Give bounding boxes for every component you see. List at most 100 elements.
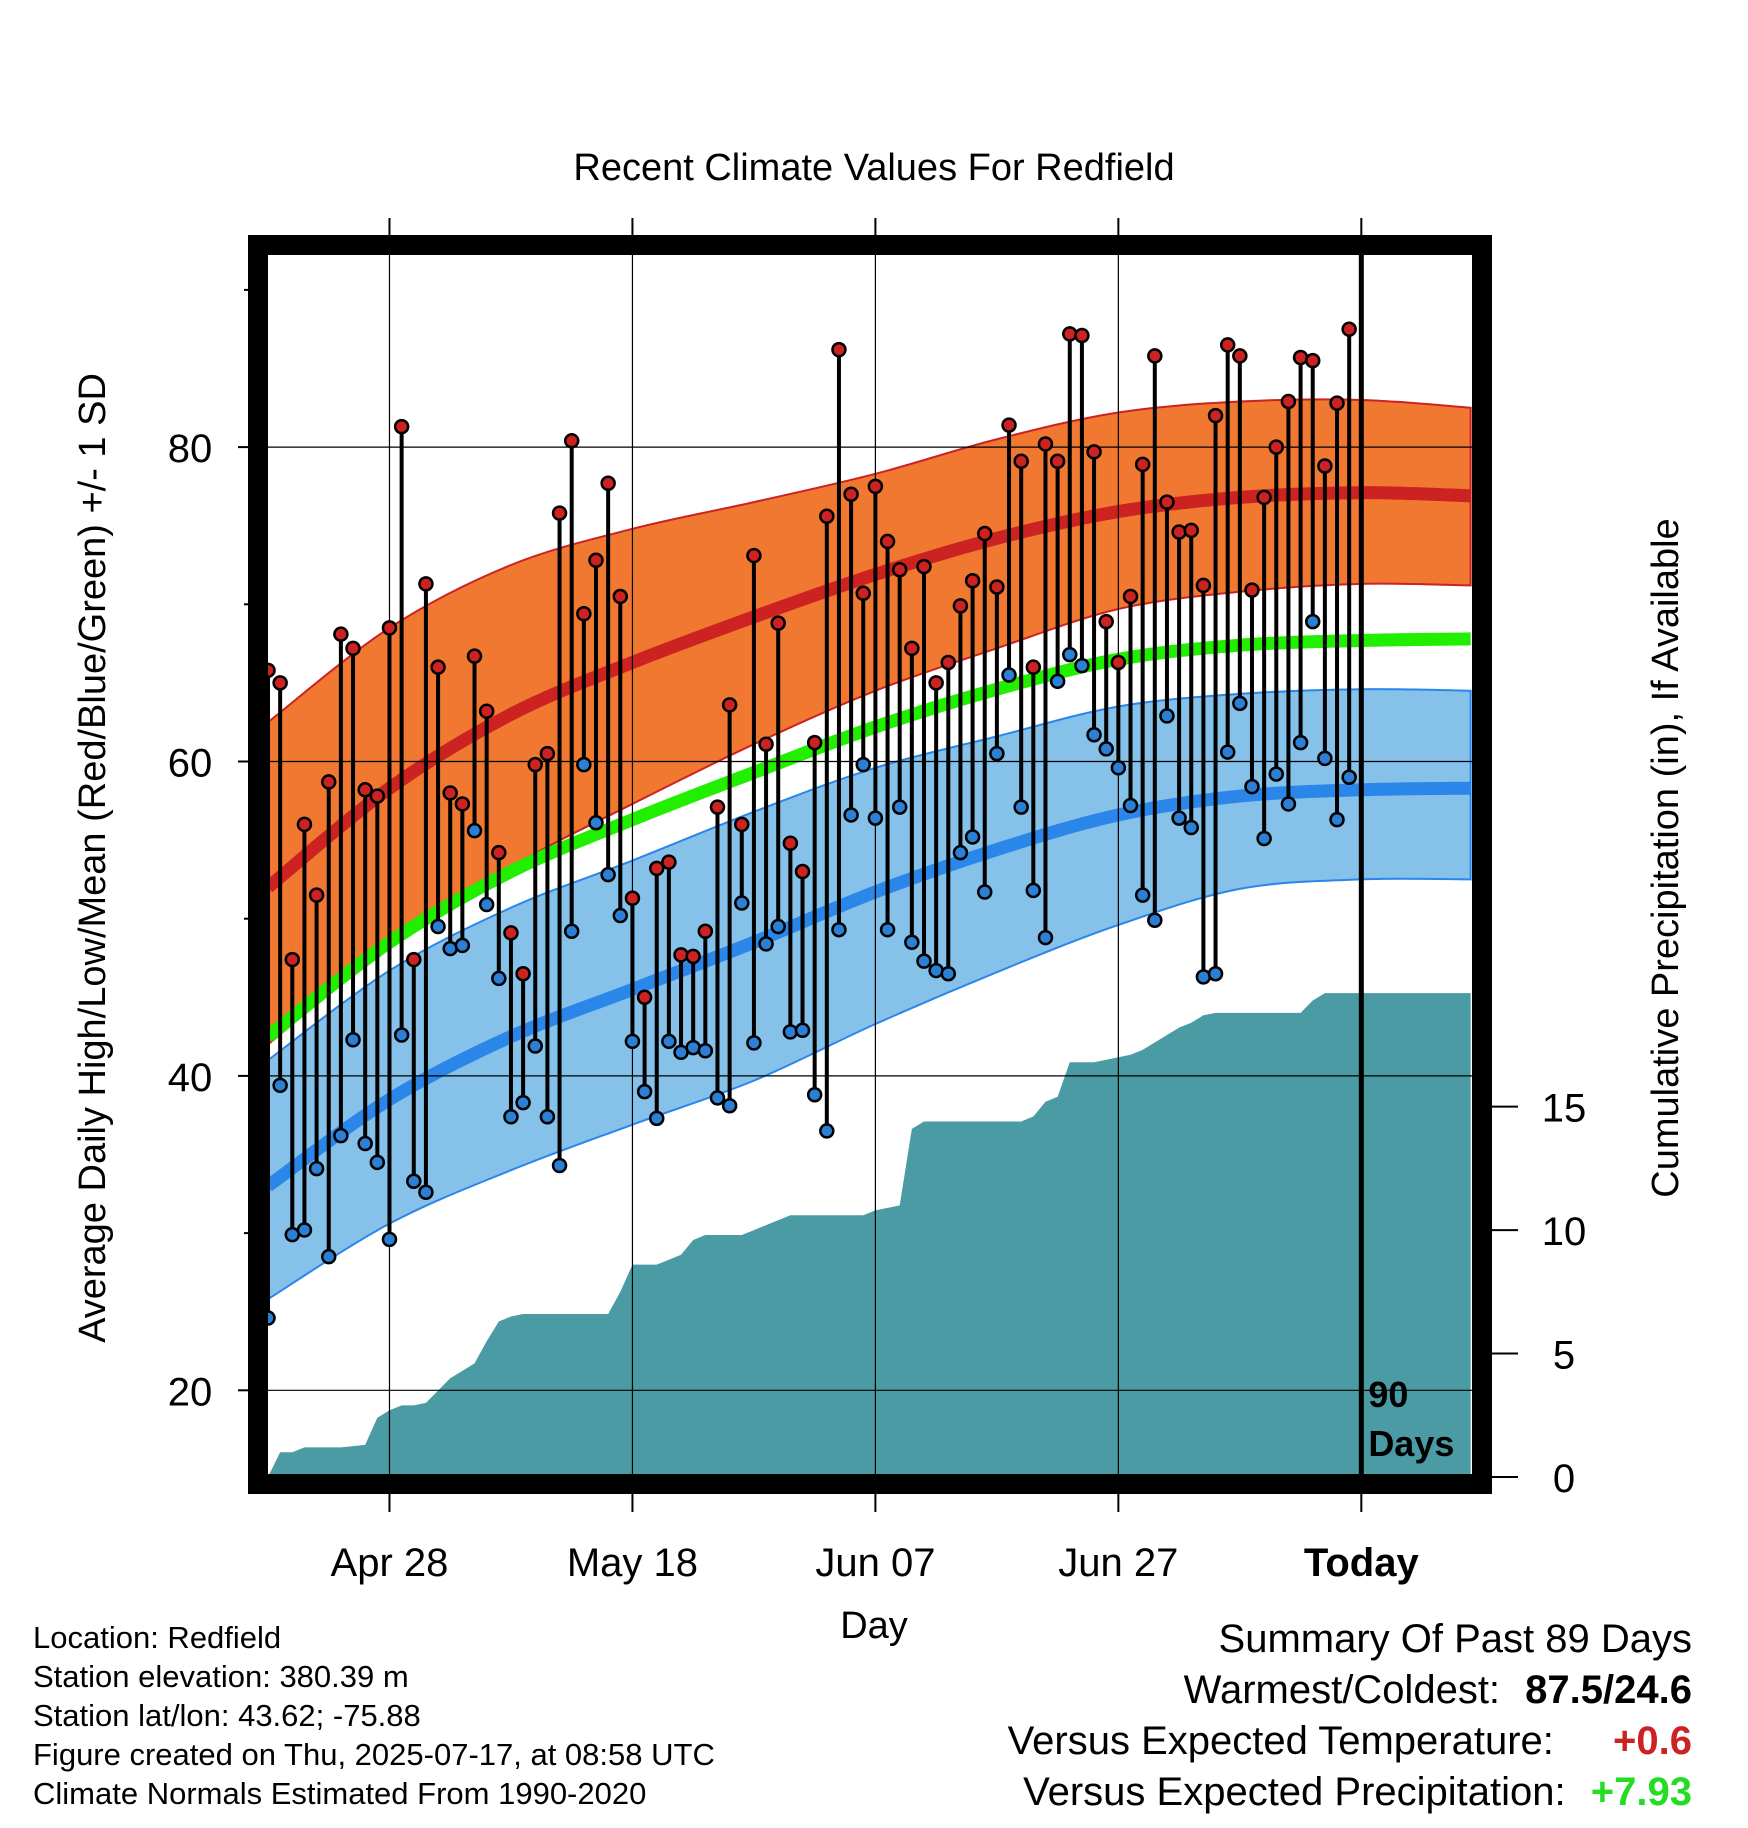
daily-low-point bbox=[1317, 750, 1333, 767]
daily-low-point bbox=[758, 936, 774, 952]
daily-low-point bbox=[1280, 796, 1297, 812]
daily-high-point bbox=[406, 951, 422, 968]
daily-high-point bbox=[478, 703, 495, 719]
daily-high-point bbox=[1329, 395, 1345, 411]
daily-low-point bbox=[1062, 646, 1078, 663]
daily-high-point bbox=[770, 615, 786, 631]
daily-low-point bbox=[1134, 887, 1151, 903]
daily-high-point bbox=[819, 508, 835, 525]
daily-high-point bbox=[345, 640, 361, 657]
daily-low-point bbox=[879, 921, 896, 938]
daily-high-point bbox=[685, 948, 701, 965]
daily-high-point bbox=[758, 736, 774, 752]
daily-high-point bbox=[1110, 654, 1127, 671]
daily-high-point bbox=[734, 816, 750, 833]
daily-high-point bbox=[1037, 436, 1054, 452]
daily-low-point bbox=[393, 1027, 410, 1043]
daily-high-point bbox=[1098, 613, 1114, 630]
daily-low-point bbox=[345, 1031, 361, 1048]
daily-high-point bbox=[381, 620, 398, 636]
daily-high-point bbox=[1147, 348, 1163, 364]
daily-low-point bbox=[1098, 741, 1114, 757]
daily-low-point bbox=[381, 1231, 398, 1248]
daily-low-point bbox=[539, 1109, 556, 1125]
daily-high-point bbox=[551, 505, 568, 521]
daily-high-point bbox=[454, 796, 471, 812]
daily-high-point bbox=[296, 816, 313, 833]
daily-low-point bbox=[1147, 912, 1163, 929]
daily-high-point bbox=[515, 965, 531, 982]
daily-low-point bbox=[1292, 734, 1309, 751]
daily-low-point bbox=[1207, 965, 1224, 982]
daily-low-point bbox=[320, 1248, 337, 1265]
daily-low-point bbox=[1329, 811, 1345, 828]
daily-high-point bbox=[600, 475, 616, 492]
daily-low-point bbox=[1304, 613, 1321, 630]
daily-high-point bbox=[284, 951, 301, 968]
daily-high-point bbox=[879, 533, 896, 550]
warmest-coldest-row: Warmest/Coldest: 87.5/24.6 bbox=[1008, 1665, 1692, 1716]
daily-high-point bbox=[369, 788, 386, 804]
daily-high-point bbox=[1195, 577, 1212, 594]
daily-high-point bbox=[1207, 407, 1224, 424]
summary-panel: Summary Of Past 89 Days Warmest/Coldest:… bbox=[1008, 1614, 1692, 1818]
daily-high-point bbox=[952, 598, 969, 614]
x-tick-label: Apr 28 bbox=[331, 1541, 449, 1585]
daily-high-point bbox=[1086, 444, 1102, 460]
y-tick-label: 60 bbox=[168, 742, 213, 786]
daily-high-point bbox=[697, 923, 714, 940]
daily-low-point bbox=[612, 907, 629, 924]
daily-low-point bbox=[831, 921, 847, 938]
daily-high-point bbox=[709, 799, 726, 815]
daily-low-point bbox=[976, 884, 993, 900]
y2-axis-label: Cumulative Precipitation (in), If Availa… bbox=[1645, 518, 1687, 1197]
daily-low-point bbox=[1086, 727, 1102, 743]
daily-low-point bbox=[940, 965, 957, 982]
daily-high-point bbox=[624, 890, 641, 907]
daily-high-point bbox=[940, 654, 957, 671]
daily-high-point bbox=[333, 626, 349, 642]
daily-high-point bbox=[491, 844, 507, 861]
daily-high-point bbox=[418, 576, 434, 592]
daily-low-point bbox=[1122, 797, 1139, 814]
daily-low-point bbox=[478, 896, 495, 913]
chart-title: Recent Climate Values For Redfield bbox=[573, 147, 1174, 189]
daily-high-point bbox=[320, 774, 337, 790]
daily-low-point bbox=[1001, 667, 1017, 683]
daily-low-point bbox=[527, 1038, 544, 1054]
temperature-anomaly-label: Versus Expected Temperature: bbox=[1007, 1719, 1554, 1763]
daily-high-point bbox=[1049, 453, 1066, 469]
daily-low-point bbox=[588, 815, 604, 831]
daily-high-point bbox=[891, 561, 908, 578]
daily-low-point bbox=[855, 756, 872, 773]
axes: 20 40 60 80 0 5 10 15 Apr 28 May 18 Jun 07 Jun 27 To… bbox=[168, 218, 1586, 1585]
daily-high-point bbox=[1341, 321, 1357, 337]
daily-low-point bbox=[357, 1135, 373, 1152]
daily-low-point bbox=[746, 1035, 762, 1051]
y-tick-label: 80 bbox=[168, 427, 213, 471]
daily-low-point bbox=[1171, 810, 1187, 826]
daily-low-point bbox=[843, 807, 859, 823]
daily-high-point bbox=[964, 572, 981, 589]
daily-low-point bbox=[916, 953, 932, 969]
daily-high-point bbox=[1232, 348, 1248, 364]
daily-low-point bbox=[296, 1222, 313, 1238]
daily-high-point bbox=[831, 341, 847, 358]
daily-high-point bbox=[308, 887, 325, 903]
daily-low-point bbox=[600, 866, 616, 883]
created-text: Figure created on Thu, 2025-07-17, at 08… bbox=[33, 1737, 715, 1772]
daily-low-point bbox=[819, 1123, 835, 1139]
daily-high-point bbox=[1280, 393, 1297, 410]
daily-low-point bbox=[515, 1094, 531, 1111]
daily-low-point bbox=[1183, 819, 1199, 836]
daily-low-point bbox=[904, 934, 920, 951]
daily-high-point bbox=[746, 547, 762, 564]
daily-low-point bbox=[466, 822, 483, 839]
daily-low-point bbox=[551, 1157, 568, 1174]
daily-high-point bbox=[588, 552, 604, 569]
summary-title: Summary Of Past 89 Days bbox=[1218, 1617, 1692, 1661]
x-tick-label: Jun 07 bbox=[815, 1541, 935, 1585]
plot-content bbox=[258, 245, 1482, 1484]
station-info: Location: Redfield Station elevation: 38… bbox=[33, 1618, 715, 1813]
daily-high-point bbox=[636, 989, 653, 1006]
